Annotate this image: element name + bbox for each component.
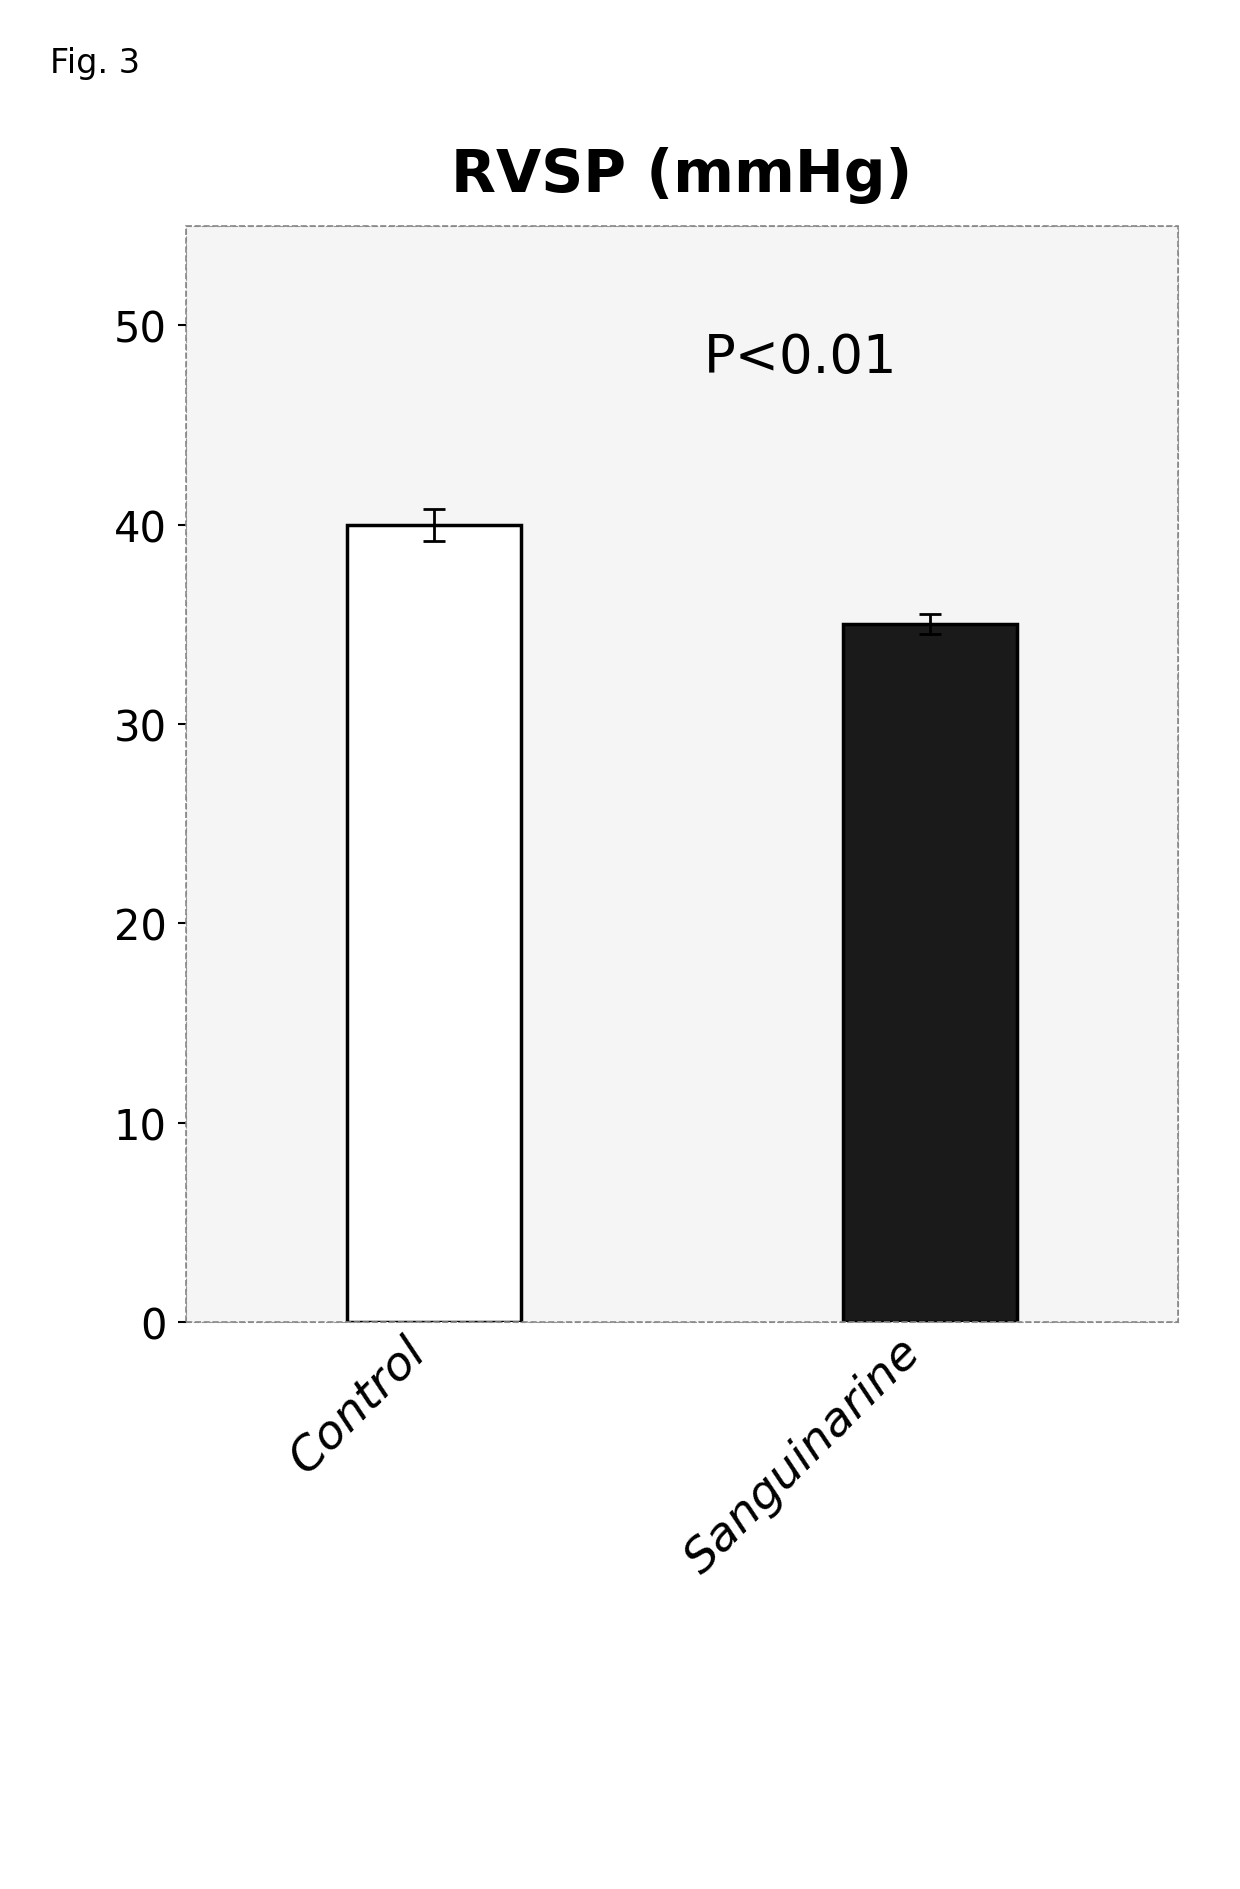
Bar (843, 625, 1017, 1322)
Text: P<0.01: P<0.01 (704, 332, 898, 383)
Bar (347, 525, 521, 1322)
Title: RVSP (mmHg): RVSP (mmHg) (451, 147, 913, 204)
Bar (186, 227, 1178, 1322)
Text: Fig. 3: Fig. 3 (50, 47, 140, 79)
